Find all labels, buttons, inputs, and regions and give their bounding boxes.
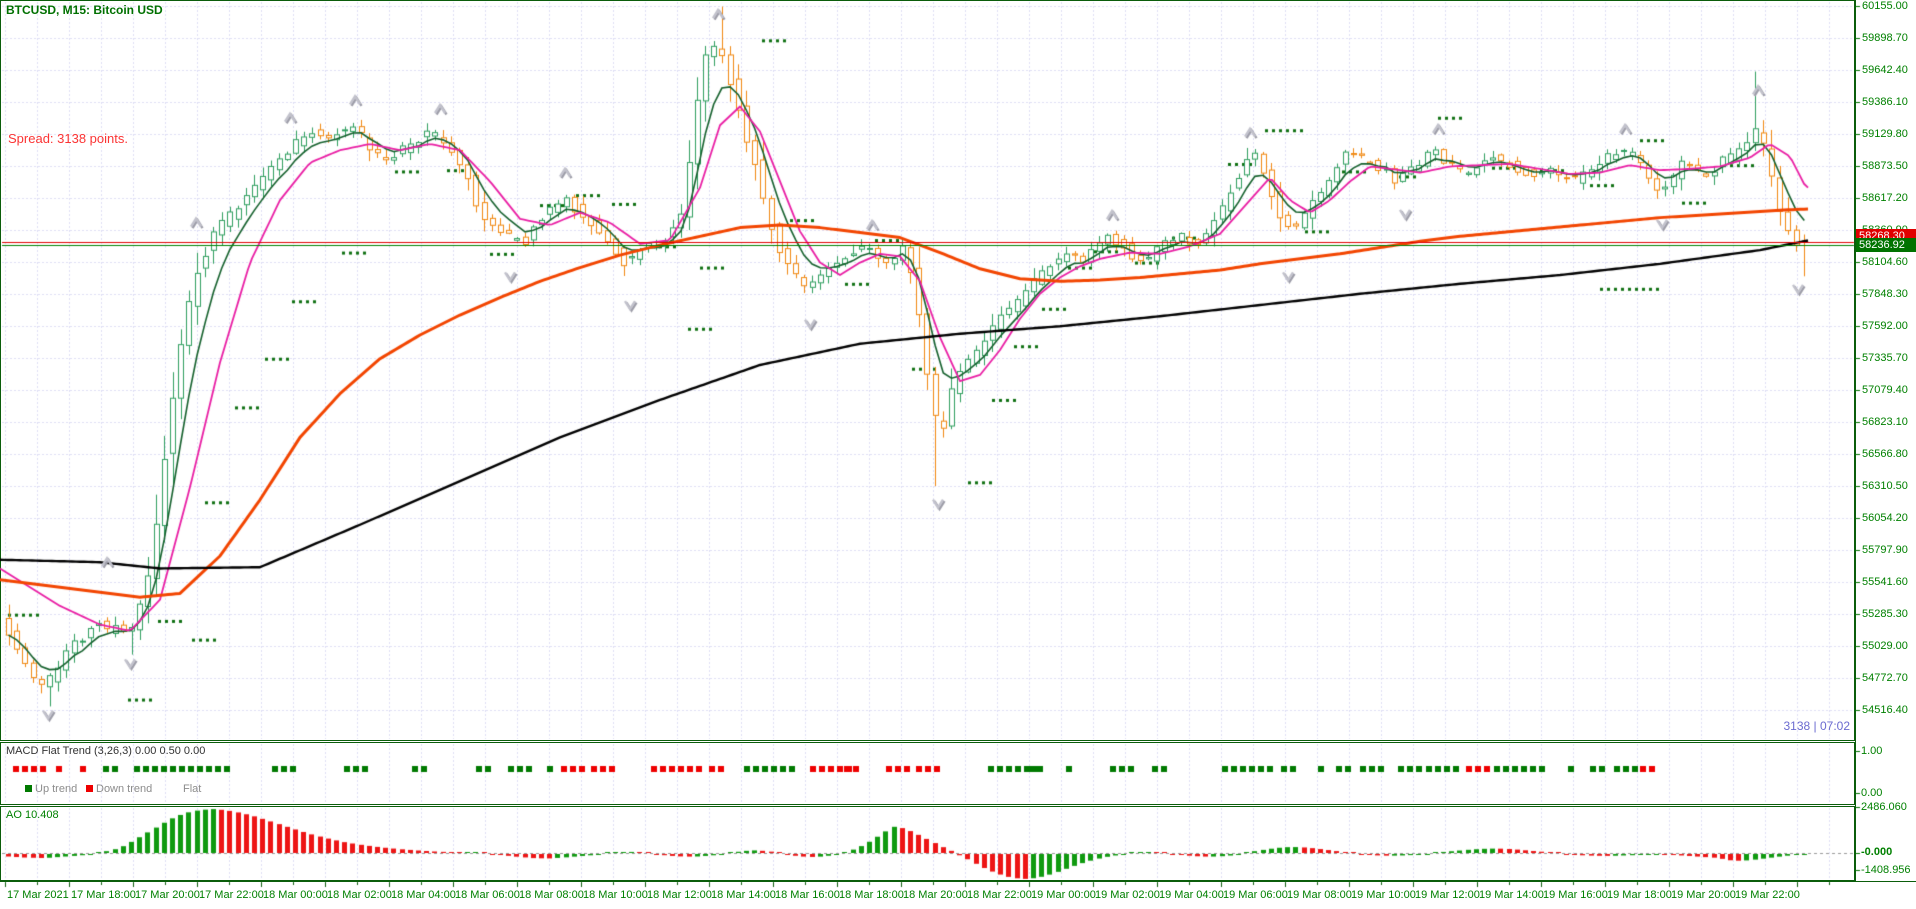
time-tick-label: 18 Mar 08:00 [519, 889, 584, 901]
price-tick-label: 56566.80 [1862, 448, 1908, 460]
time-tick-label: 18 Mar 14:00 [711, 889, 776, 901]
price-tick-label: 55029.00 [1862, 640, 1908, 652]
macd-scale-bottom: 0.00 [1861, 787, 1883, 799]
price-tick-label: 56823.10 [1862, 416, 1908, 428]
time-tick-label: 19 Mar 16:00 [1543, 889, 1608, 901]
time-tick-label: 19 Mar 18:00 [1607, 889, 1672, 901]
price-tick-label: 54772.70 [1862, 672, 1908, 684]
price-tick-label: 56054.20 [1862, 512, 1908, 524]
time-tick-label: 19 Mar 22:00 [1735, 889, 1800, 901]
time-tick-label: 18 Mar 18:00 [839, 889, 904, 901]
spread-label: Spread: 3138 points. [8, 131, 128, 146]
price-tick-label: 57592.00 [1862, 320, 1908, 332]
price-tick-label: 57079.40 [1862, 384, 1908, 396]
time-tick-label: 17 Mar 18:00 [71, 889, 136, 901]
ao-indicator-label: AO 10.408 [6, 809, 59, 821]
macd-scale-top: 1.00 [1861, 745, 1883, 757]
price-tick-label: 56310.50 [1862, 480, 1908, 492]
ao-scale-bottom: -1408.956 [1861, 864, 1911, 876]
time-tick-label: 19 Mar 08:00 [1287, 889, 1352, 901]
time-tick-label: 18 Mar 10:00 [583, 889, 648, 901]
time-tick-label: 19 Mar 02:00 [1095, 889, 1160, 901]
time-tick-label: 19 Mar 12:00 [1415, 889, 1480, 901]
legend-flat: Flat [183, 783, 201, 795]
up-trend-label: Up trend [35, 783, 78, 795]
price-tick-label: 59386.10 [1862, 96, 1908, 108]
price-tick-label: 59642.40 [1862, 64, 1908, 76]
time-tick-label: 19 Mar 10:00 [1351, 889, 1416, 901]
bid-price-tag: 58236.92 [1856, 238, 1916, 252]
price-tick-label: 55541.60 [1862, 576, 1908, 588]
time-tick-label: 19 Mar 06:00 [1223, 889, 1288, 901]
price-tick-label: 55797.90 [1862, 544, 1908, 556]
time-tick-label: 18 Mar 06:00 [455, 889, 520, 901]
price-tick-label: 58617.20 [1862, 192, 1908, 204]
price-tick-label: 58104.60 [1862, 256, 1908, 268]
macd-indicator-label: MACD Flat Trend (3,26,3) 0.00 0.50 0.00 [6, 745, 206, 757]
time-tick-label: 17 Mar 22:00 [199, 889, 264, 901]
time-tick-label: 18 Mar 20:00 [903, 889, 968, 901]
time-tick-label: 17 Mar 20:00 [135, 889, 200, 901]
time-tick-label: 19 Mar 00:00 [1031, 889, 1096, 901]
price-tick-label: 57848.30 [1862, 288, 1908, 300]
price-tick-label: 57335.70 [1862, 352, 1908, 364]
time-tick-label: 18 Mar 04:00 [391, 889, 456, 901]
ao-scale-top: 2486.060 [1861, 801, 1907, 813]
time-tick-label: 19 Mar 14:00 [1479, 889, 1544, 901]
time-tick-label: 18 Mar 02:00 [327, 889, 392, 901]
flat-label: Flat [183, 783, 202, 795]
price-tick-label: 60155.00 [1862, 0, 1908, 12]
price-tick-label: 55285.30 [1862, 608, 1908, 620]
ao-scale-zero: -0.000 [1861, 846, 1893, 858]
price-tick-label: 58873.50 [1862, 160, 1908, 172]
legend-up-trend: Up trend [25, 783, 77, 795]
time-tick-label: 18 Mar 16:00 [775, 889, 840, 901]
spread-and-bar-countdown: 3138 | 07:02 [1783, 719, 1850, 733]
time-tick-label: 17 Mar 2021 [7, 889, 69, 901]
time-tick-label: 19 Mar 04:00 [1159, 889, 1224, 901]
time-tick-label: 18 Mar 12:00 [647, 889, 712, 901]
time-tick-label: 18 Mar 22:00 [967, 889, 1032, 901]
up-trend-swatch-icon [25, 785, 32, 792]
legend-down-trend: Down trend [86, 783, 152, 795]
time-tick-label: 19 Mar 20:00 [1671, 889, 1736, 901]
down-trend-label: Down trend [96, 783, 153, 795]
down-trend-swatch-icon [86, 785, 93, 792]
price-tick-label: 54516.40 [1862, 704, 1908, 716]
price-tick-label: 59898.70 [1862, 32, 1908, 44]
price-tick-label: 59129.80 [1862, 128, 1908, 140]
chart-title: BTCUSD, M15: Bitcoin USD [6, 3, 163, 17]
time-tick-label: 18 Mar 00:00 [263, 889, 328, 901]
